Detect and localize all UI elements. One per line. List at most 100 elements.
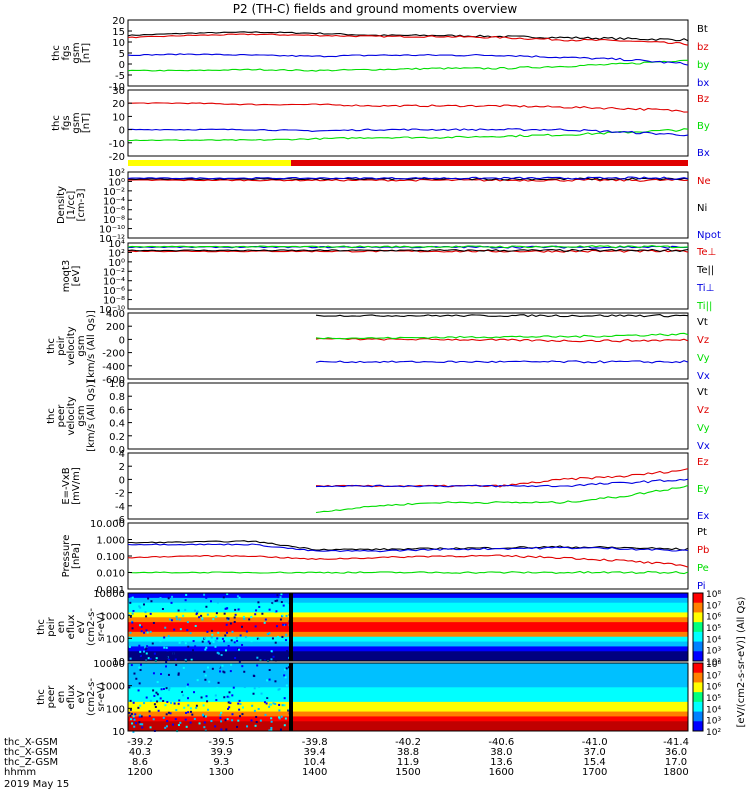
spectrogram-pixel [279, 728, 282, 731]
colorbar-segment [693, 612, 703, 623]
y-tick-label: 15 [112, 27, 125, 38]
spectrogram-pixel [190, 658, 193, 661]
footer-value: 1600 [489, 767, 514, 778]
legend-entry: Vt [697, 387, 708, 398]
legend-entry: Vy [697, 353, 710, 364]
spectrogram-band [128, 593, 688, 599]
spectrogram-pixel [196, 611, 199, 614]
spectrogram-pixel [186, 683, 189, 686]
spectrogram-pixel [223, 612, 226, 615]
spectrogram-pixel [189, 707, 192, 710]
legend-entry: bx [697, 78, 709, 89]
spectrogram-pixel [167, 695, 170, 698]
legend-entry: Pb [697, 545, 709, 556]
spectrogram-pixel [193, 717, 196, 720]
y-axis-label-line: fgs [61, 45, 72, 60]
spectrogram-pixel [201, 618, 204, 621]
spectrogram-pixel [156, 700, 159, 703]
spectrogram-pixel [220, 720, 223, 723]
spectrogram-pixel [264, 713, 267, 716]
spectrogram-pixel [162, 699, 165, 702]
y-tick-label: 10⁻⁸ [103, 296, 125, 307]
footer-value: 37.0 [584, 747, 606, 758]
spectrogram-pixel [133, 718, 136, 721]
spectrogram-pixel [129, 657, 132, 660]
spectrogram-pixel [186, 686, 189, 689]
spectrogram-pixel [146, 645, 149, 648]
spectrogram-pixel [165, 725, 168, 728]
spectrogram-pixel [234, 657, 237, 660]
panel-frame [127, 19, 689, 87]
spectrogram-pixel [237, 702, 240, 705]
spectrogram-pixel [243, 686, 246, 689]
spectrogram-pixel [137, 689, 140, 692]
spectrogram-pixel [231, 713, 234, 716]
colorbar-tick-label: 10⁵ [706, 624, 721, 634]
spectrogram-pixel [203, 715, 206, 718]
spectrogram-pixel [171, 681, 174, 684]
series-line-Vt [315, 314, 689, 318]
spectrogram-pixel [253, 709, 256, 712]
series-line-Ti|| [127, 245, 689, 249]
spectrogram-band [128, 612, 688, 618]
footer-value: 1400 [302, 767, 327, 778]
spectrogram-pixel [143, 702, 146, 705]
spectrogram-pixel [152, 621, 155, 624]
spectrogram-pixel [155, 691, 158, 694]
spectrogram-pixel [221, 664, 224, 667]
spectrogram-pixel [234, 613, 237, 616]
y-axis-label-line: gsm [76, 335, 87, 356]
series-line-Bt [127, 31, 689, 42]
y-tick-label: 0.6 [109, 405, 125, 416]
spectrogram-pixel [270, 658, 273, 661]
spectrogram-pixel [287, 602, 290, 605]
spectrogram-pixel [257, 601, 260, 604]
series-line-Bz [127, 102, 689, 113]
y-axis-label: thc peer en eflux eV (cm2-s-sr-eV) [36, 678, 107, 716]
spectrogram-band [128, 622, 688, 628]
colorbar-segment [693, 682, 703, 693]
spectrogram-pixel [132, 715, 135, 718]
legend-entry: Vx [697, 441, 710, 452]
y-axis-label-line: gsm [71, 42, 82, 63]
legend-entry: Ey [697, 484, 709, 495]
spectrogram-pixel [255, 720, 258, 723]
spectrogram-pixel [274, 702, 277, 705]
spectrogram-band [128, 687, 688, 693]
y-axis-label-line: peir [46, 616, 57, 636]
spectrogram-pixel [137, 706, 140, 709]
spectrogram-pixel [232, 686, 235, 689]
footer-value: 1300 [209, 767, 234, 778]
spectrogram-pixel [276, 599, 279, 602]
colorbar-segment [693, 593, 703, 604]
y-axis-label-line: thc [36, 619, 47, 635]
spectrogram-pixel [174, 658, 177, 661]
spectrogram-pixel [130, 597, 133, 600]
legend-entry: Vz [697, 405, 709, 416]
spectrogram-pixel [179, 628, 182, 631]
spectrogram-pixel [226, 718, 229, 721]
spectrogram-pixel [263, 701, 266, 704]
colorbar-tick-label: 10⁷ [706, 601, 721, 611]
colorbar: 10⁸10⁷10⁶10⁵10⁴10³10²10⁸10⁷10⁶10⁵10⁴10³1… [692, 590, 747, 738]
legend-entry: Ez [697, 457, 709, 468]
colorbar-tick-label: 10⁵ [706, 694, 721, 704]
spectrogram-pixel [227, 617, 230, 620]
legend-entry: Vz [697, 335, 709, 346]
legend-entry: Vy [697, 423, 710, 434]
spectrogram-pixel [162, 674, 165, 677]
colorbar-tick-label: 10² [706, 728, 721, 738]
footer-value: 15.4 [584, 757, 606, 768]
spectrogram-pixel [200, 683, 203, 686]
spectrogram-band [128, 597, 688, 604]
spectrogram-pixel [268, 678, 271, 681]
legend-entry: Pe [697, 563, 709, 574]
spectrogram-pixel [220, 654, 223, 657]
spectrogram-pixel [141, 726, 144, 729]
footer-value: 1800 [663, 767, 688, 778]
spectrogram-pixel [244, 636, 247, 639]
legend-entry: Bz [697, 94, 709, 105]
panel-frame [127, 662, 689, 732]
spectrogram-pixel [266, 698, 269, 701]
spectrogram-pixel [238, 596, 241, 599]
